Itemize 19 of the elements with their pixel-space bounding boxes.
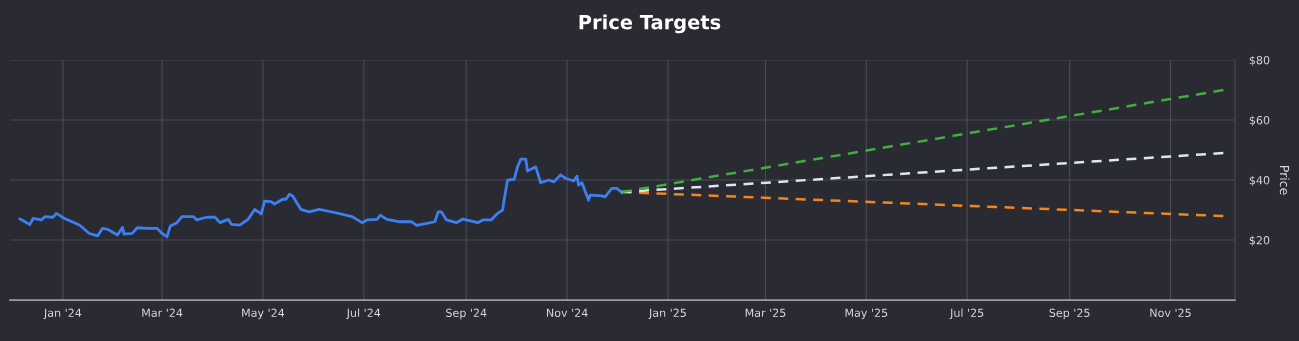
x-tick-label: Sep '25 [1049, 308, 1090, 320]
line-series [18, 157, 624, 239]
y-tick-label: $40 [1249, 175, 1270, 186]
x-tick-label: Sep '24 [446, 308, 487, 320]
x-tick-label: May '24 [242, 308, 285, 320]
y-tick-label: $20 [1249, 235, 1270, 246]
y-axis-title: Price [1279, 166, 1290, 195]
x-tick-label: Nov '24 [546, 308, 588, 318]
x-tick-label: Nov '25 [1150, 308, 1191, 318]
x-tick-label: Mar '24 [142, 308, 183, 318]
y-tick-label: $80 [1249, 55, 1270, 66]
x-tick-label: May '25 [845, 308, 888, 320]
x-tick-label: Jan '24 [43, 308, 82, 320]
x-tick-label: Jul '25 [949, 308, 984, 320]
x-tick-label: Jul '24 [346, 308, 381, 320]
x-tick-label: Mar '25 [745, 308, 786, 318]
chart-title: Price Targets [579, 14, 721, 34]
y-tick-label: $60 [1249, 115, 1270, 126]
x-tick-label: Jan '25 [648, 308, 686, 320]
